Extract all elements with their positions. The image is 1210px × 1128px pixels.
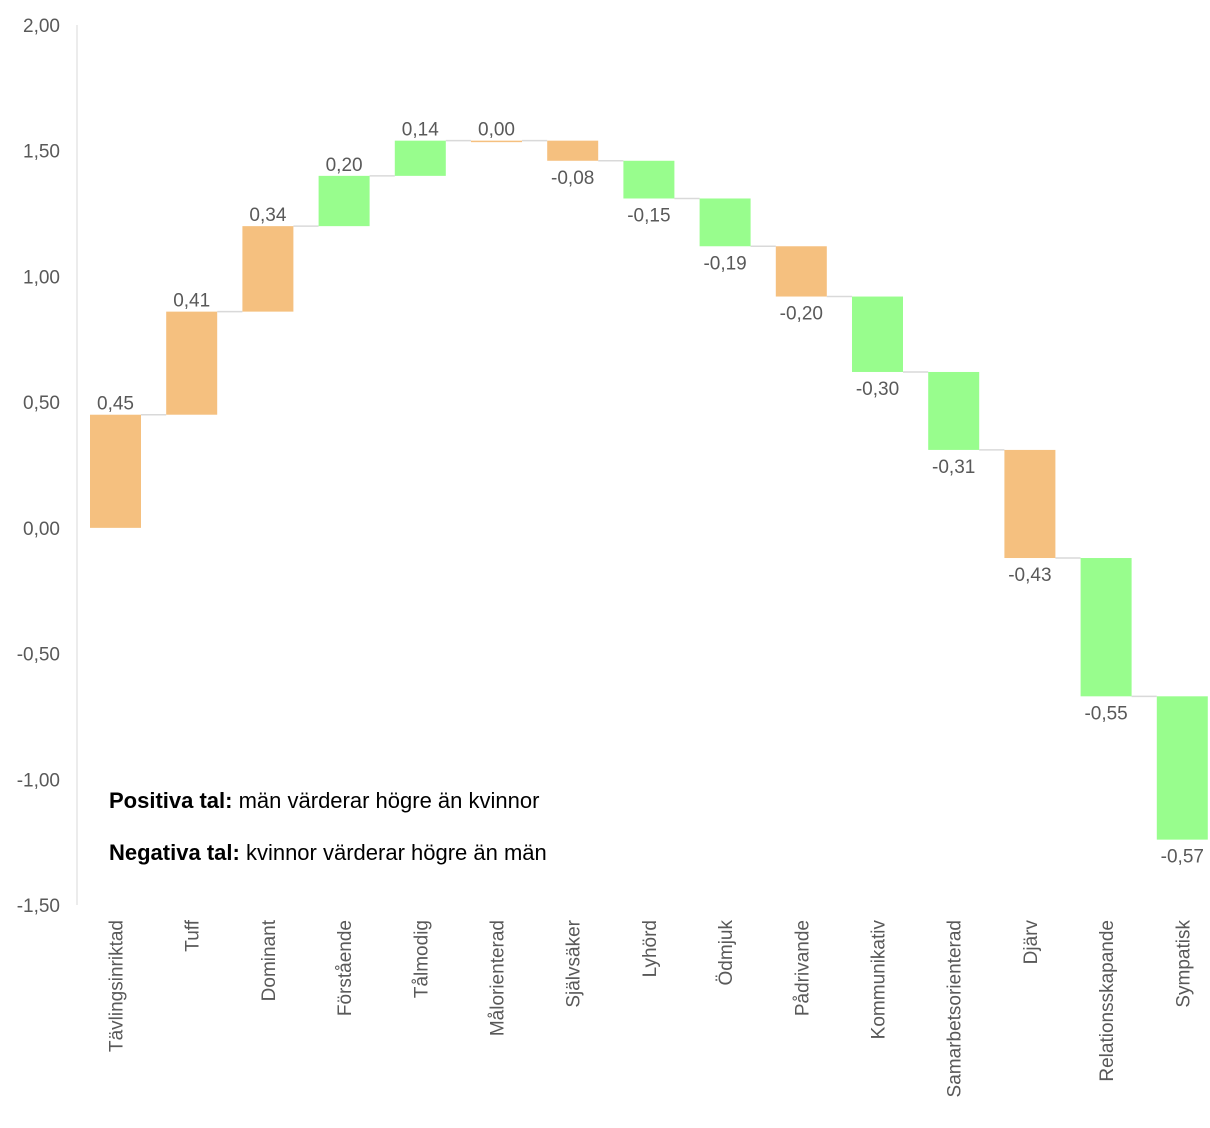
bar [1156, 696, 1208, 840]
data-label: -0,30 [856, 379, 899, 400]
bar [699, 198, 751, 247]
x-tick-label: Förstående [335, 920, 356, 1016]
x-tick-label: Dominant [259, 919, 280, 1001]
y-tick-label: -0,50 [17, 645, 60, 666]
data-label: 0,41 [173, 291, 210, 312]
x-tick-label: Ödmjuk [716, 920, 737, 986]
y-tick-label: 0,00 [23, 519, 60, 540]
x-tick-label: Tuff [183, 919, 204, 951]
x-tick-label: Tålmodig [411, 920, 432, 998]
data-label: -0,15 [627, 205, 670, 226]
x-tick-label: Självsäker [564, 919, 585, 1007]
x-axis-labels: Tävlingsinriktad Tuff Dominant Förstående Tå… [107, 919, 1195, 1097]
note-positive-text: män värderar högre än kvinnor [232, 788, 540, 813]
data-label: -0,55 [1084, 703, 1127, 724]
y-tick-label: 0,50 [23, 393, 60, 414]
bar [318, 175, 370, 227]
data-label: -0,43 [1008, 565, 1051, 586]
y-tick-label: 2,00 [23, 16, 60, 37]
bar [166, 311, 218, 415]
x-tick-label: Kommunikativ [869, 920, 890, 1040]
y-tick-label: 1,00 [23, 267, 60, 288]
data-label: 0,20 [326, 155, 363, 176]
x-tick-label: Pådrivande [792, 920, 813, 1016]
bars [90, 140, 1208, 840]
data-label: -0,31 [932, 457, 975, 478]
data-label: -0,57 [1161, 847, 1204, 868]
bar [471, 140, 522, 143]
data-label: -0,20 [780, 304, 823, 325]
y-tick-label: 1,50 [23, 142, 60, 163]
bar [394, 140, 446, 176]
data-label: 0,34 [249, 205, 286, 226]
x-tick-label: Samarbetsorienterad [945, 920, 966, 1097]
bar [1080, 558, 1132, 697]
note-positive-label: Positiva tal: [109, 788, 233, 813]
x-tick-label: Målorienterad [488, 920, 509, 1036]
bar [928, 371, 980, 450]
x-tick-label: Tävlingsinriktad [107, 920, 128, 1052]
data-label: 0,00 [478, 120, 515, 141]
note-positive: Positiva tal: män värderar högre än kvin… [109, 788, 539, 814]
y-tick-label: -1,00 [17, 770, 60, 791]
data-label: 0,45 [97, 394, 134, 415]
connector-lines [141, 139, 1157, 698]
note-negative-label: Negativa tal: [109, 840, 240, 865]
note-negative-text: kvinnor värderar högre än män [239, 840, 547, 865]
x-tick-label: Sympatisk [1173, 920, 1194, 1008]
data-label: -0,08 [551, 168, 594, 189]
y-tick-label: -1,50 [17, 896, 60, 917]
bar [90, 414, 141, 528]
bar [547, 140, 599, 161]
data-labels: 0,45 0,41 0,34 0,20 0,14 0,00 -0,08 -0,15 -0,19 -… [97, 120, 1204, 868]
bar [623, 160, 675, 199]
data-label: -0,19 [703, 253, 746, 274]
x-tick-label: Djärv [1021, 920, 1042, 965]
data-label: 0,14 [402, 120, 439, 141]
note-negative: Negativa tal: kvinnor värderar högre än … [109, 840, 547, 866]
bar [852, 296, 903, 372]
y-axis: 2,00 1,50 1,00 0,50 0,00 -0,50 -1,00 -1,50 [17, 16, 78, 917]
bar [775, 246, 827, 297]
x-tick-label: Relationsskapande [1097, 920, 1118, 1082]
bar [242, 226, 294, 312]
x-tick-label: Lyhörd [640, 920, 661, 977]
bar [1004, 449, 1056, 559]
